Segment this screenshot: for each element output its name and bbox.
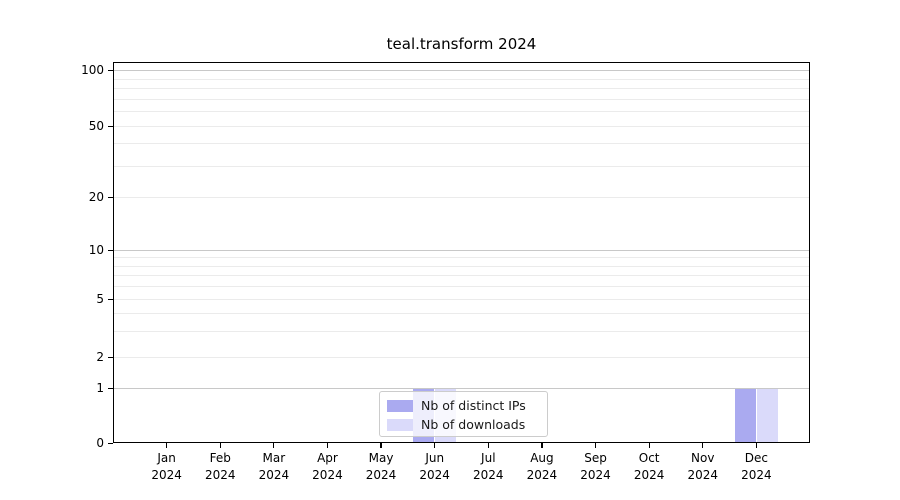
y-gridline-7 (114, 275, 809, 277)
y-gridline-20 (114, 197, 809, 198)
x-tick-label-mar: Mar 2024 (258, 451, 290, 482)
bar-distinct-ips-dec (734, 389, 756, 442)
x-tick-label-jul: Jul 2024 (473, 451, 504, 482)
y-gridline-50 (114, 126, 809, 127)
x-tick-label-apr: Apr 2024 (312, 451, 343, 482)
y-tick-label-50: 50 (88, 119, 104, 133)
x-tick-mark-apr (326, 443, 329, 448)
x-tick-mark-jan (166, 443, 168, 448)
y-tick-label-5: 5 (96, 292, 104, 306)
y-tick-label-20: 20 (88, 190, 104, 204)
x-tick-label-nov: Nov 2024 (687, 451, 719, 482)
x-tick-label-dec: Dec 2024 (741, 451, 772, 482)
x-tick-mark-oct (648, 443, 650, 448)
x-tick-label-sep: Sep 2024 (580, 451, 611, 482)
y-gridline-3 (114, 331, 809, 333)
y-gridline-70 (114, 98, 809, 100)
x-tick-mark-dec (755, 443, 757, 448)
chart-title: teal.transform 2024 (386, 35, 537, 53)
legend-swatch-downloads (387, 418, 413, 431)
legend-item-downloads: Nb of downloads (387, 415, 547, 434)
y-tick-mark-100 (108, 69, 113, 71)
y-tick-mark-50 (108, 125, 113, 127)
y-gridline-90 (114, 78, 809, 80)
y-gridline-30 (114, 165, 809, 167)
x-tick-mark-aug (541, 443, 543, 448)
y-gridline-60 (114, 111, 809, 113)
y-gridline-9 (114, 257, 809, 259)
x-tick-mark-jun (434, 443, 436, 448)
x-tick-mark-mar (273, 443, 275, 448)
legend: Nb of distinct IPs Nb of downloads (379, 391, 548, 437)
y-tick-mark-0 (108, 442, 113, 444)
y-gridline-8 (114, 265, 809, 267)
y-tick-mark-20 (108, 196, 113, 198)
legend-label-distinct-ips: Nb of distinct IPs (421, 398, 526, 413)
x-tick-mark-jul (487, 443, 489, 448)
y-tick-mark-10 (108, 249, 113, 251)
legend-swatch-distinct-ips (387, 399, 413, 412)
y-gridline-1 (114, 388, 809, 389)
y-tick-mark-1 (108, 387, 113, 389)
y-gridline-4 (114, 313, 809, 315)
x-tick-label-feb: Feb 2024 (204, 451, 236, 482)
y-gridline-5 (114, 299, 809, 300)
y-tick-label-1: 1 (96, 381, 104, 395)
y-tick-label-2: 2 (96, 350, 104, 364)
x-tick-label-jan: Jan 2024 (151, 451, 182, 482)
y-gridline-10 (114, 250, 809, 251)
x-tick-label-jun: Jun 2024 (419, 451, 450, 482)
y-tick-label-100: 100 (81, 63, 104, 77)
legend-item-distinct-ips: Nb of distinct IPs (387, 396, 547, 415)
x-tick-label-may: May 2024 (365, 451, 397, 482)
y-gridline-2 (114, 357, 809, 358)
x-tick-label-oct: Oct 2024 (633, 451, 665, 482)
x-tick-mark-nov (702, 443, 704, 448)
y-tick-label-0: 0 (96, 436, 104, 450)
bar-downloads-dec (756, 389, 778, 442)
y-gridline-40 (114, 143, 809, 145)
y-gridline-6 (114, 286, 809, 288)
y-tick-label-10: 10 (88, 243, 104, 257)
y-tick-mark-2 (108, 356, 113, 358)
y-tick-mark-5 (108, 298, 113, 300)
plot-area: Nb of distinct IPs Nb of downloads (113, 62, 810, 443)
y-gridline-100 (114, 70, 809, 71)
legend-label-downloads: Nb of downloads (421, 417, 526, 432)
y-gridline-80 (114, 88, 809, 90)
x-tick-mark-may (380, 443, 382, 448)
x-tick-mark-feb (219, 443, 221, 448)
x-tick-label-aug: Aug 2024 (526, 451, 558, 482)
x-tick-mark-sep (594, 443, 597, 448)
